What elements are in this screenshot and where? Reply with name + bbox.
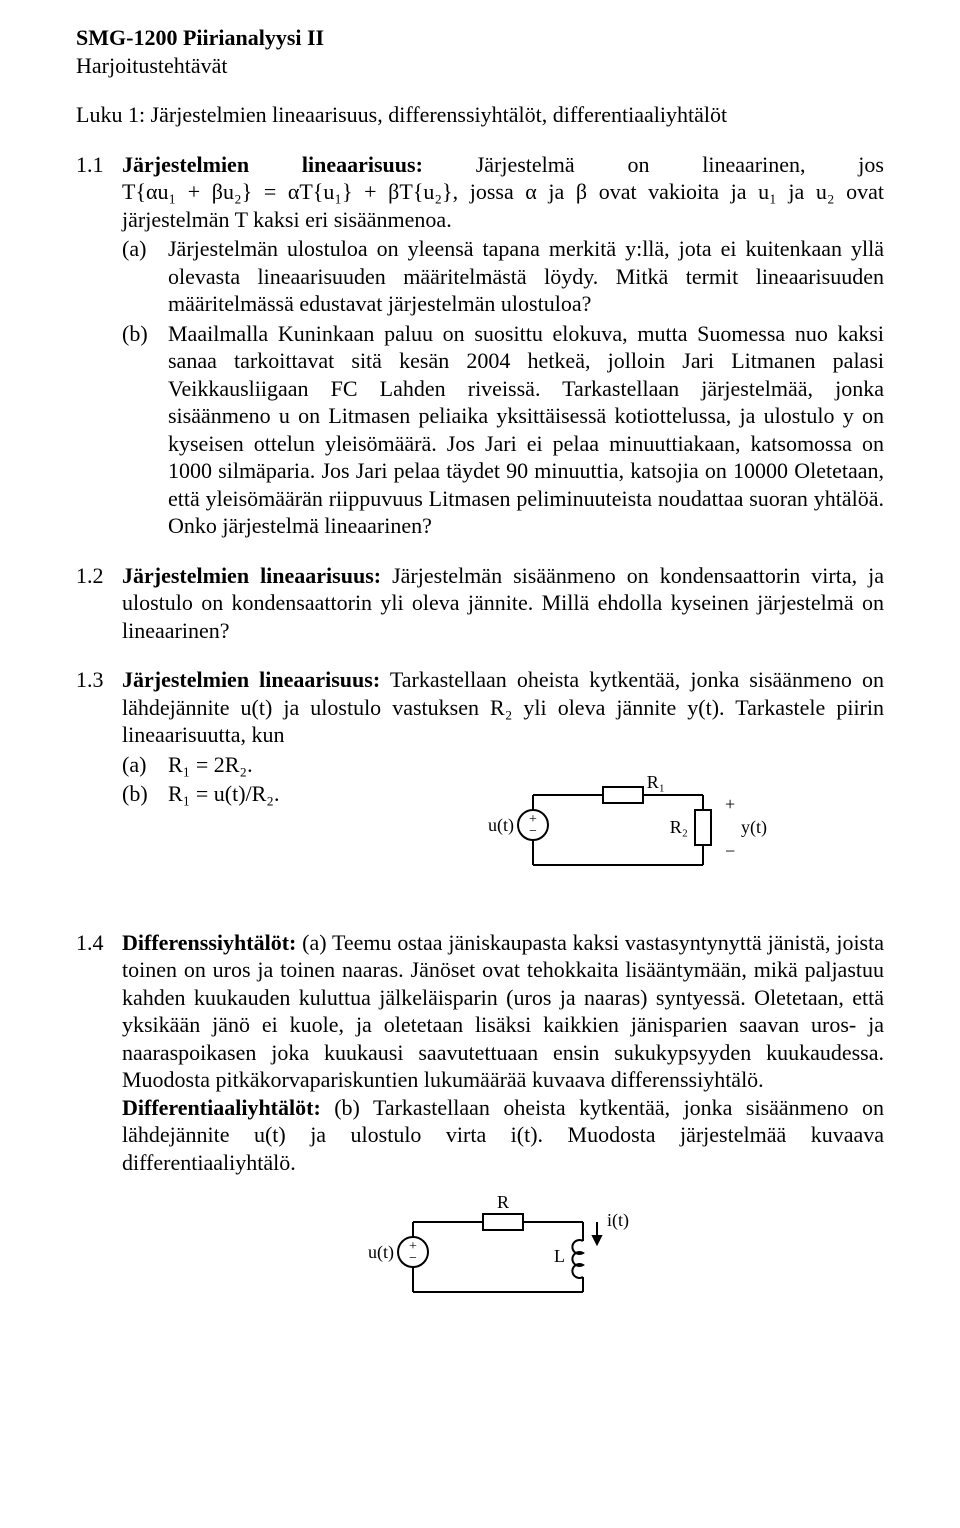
lead-bold-a: Differenssiyhtälöt: [122,930,296,955]
problem-body: Järjestelmien lineaarisuus: Järjestelmä … [122,151,884,540]
problem-1-3: 1.3 Järjestelmien lineaarisuus: Tarkaste… [76,666,884,889]
u-label: u(t) [488,815,514,836]
course-subtitle: Harjoitustehtävät [76,52,884,80]
problem-number: 1.3 [76,666,122,889]
r2-label: R₂ [670,817,688,837]
chapter-title: Luku 1: Järjestelmien lineaarisuus, diff… [76,101,884,129]
r1-label: R₁ [647,772,665,792]
problem-body: Differenssiyhtälöt: (a) Teemu ostaa jäni… [122,929,884,1317]
subpart-a: (a) R₁ = 2R₂. [122,751,362,779]
circuit-svg: + − u(t) R₁ R₂ + y(t) − [473,755,773,885]
i-label: i(t) [607,1210,629,1231]
lead-bold-b: Differentiaaliyhtälöt: [122,1095,321,1120]
subpart-label: (a) [122,235,168,318]
page: SMG-1200 Piirianalyysi II Harjoitustehtä… [0,0,960,1528]
r-label: R [497,1192,509,1212]
lead-bold: Järjestelmien lineaarisuus: [122,667,380,692]
subpart-a: (a) Järjestelmän ulostuloa on yleensä ta… [122,235,884,318]
lead-bold: Järjestelmien lineaarisuus: [122,152,423,177]
subpart-label: (b) [122,780,168,808]
subpart-text: Järjestelmän ulostuloa on yleensä tapana… [168,235,884,318]
problem-body: Järjestelmien lineaarisuus: Tarkastellaa… [122,666,884,889]
circuit-svg: + − u(t) R L i(t) [353,1182,653,1312]
l-label: L [554,1246,565,1266]
y-label: y(t) [741,817,767,838]
problem-1-4: 1.4 Differenssiyhtälöt: (a) Teemu ostaa … [76,929,884,1317]
lead-bold: Järjestelmien lineaarisuus: [122,563,381,588]
source-minus: − [409,1251,417,1266]
problem-number: 1.2 [76,562,122,645]
subpart-text: R₁ = 2R₂. [168,751,362,779]
course-title: SMG-1200 Piirianalyysi II [76,24,884,52]
u-label: u(t) [368,1242,394,1263]
subpart-b: (b) Maailmalla Kuninkaan paluu on suosit… [122,320,884,540]
problem-body: Järjestelmien lineaarisuus: Järjestelmän… [122,562,884,645]
circuit-1-4: + − u(t) R L i(t) [122,1182,884,1312]
subpart-text: R₁ = u(t)/R₂. [168,780,362,808]
problem-number: 1.1 [76,151,122,540]
subpart-label: (a) [122,751,168,779]
problem-number: 1.4 [76,929,122,1317]
problem-1-1: 1.1 Järjestelmien lineaarisuus: Järjeste… [76,151,884,540]
y-minus: − [725,841,735,861]
circuit-1-3: + − u(t) R₁ R₂ + y(t) − [362,755,884,885]
y-plus: + [725,794,735,814]
subpart-text: Maailmalla Kuninkaan paluu on suosittu e… [168,320,884,540]
problem-1-2: 1.2 Järjestelmien lineaarisuus: Järjeste… [76,562,884,645]
subpart-label: (b) [122,320,168,540]
source-minus: − [529,824,537,839]
equation: T{αu₁ + βu₂} = αT{u₁} + βT{u₂} [122,179,453,204]
lead-pre-eq: Järjestelmä on lineaarinen, jos [423,152,884,177]
subpart-b: (b) R₁ = u(t)/R₂. [122,780,362,808]
